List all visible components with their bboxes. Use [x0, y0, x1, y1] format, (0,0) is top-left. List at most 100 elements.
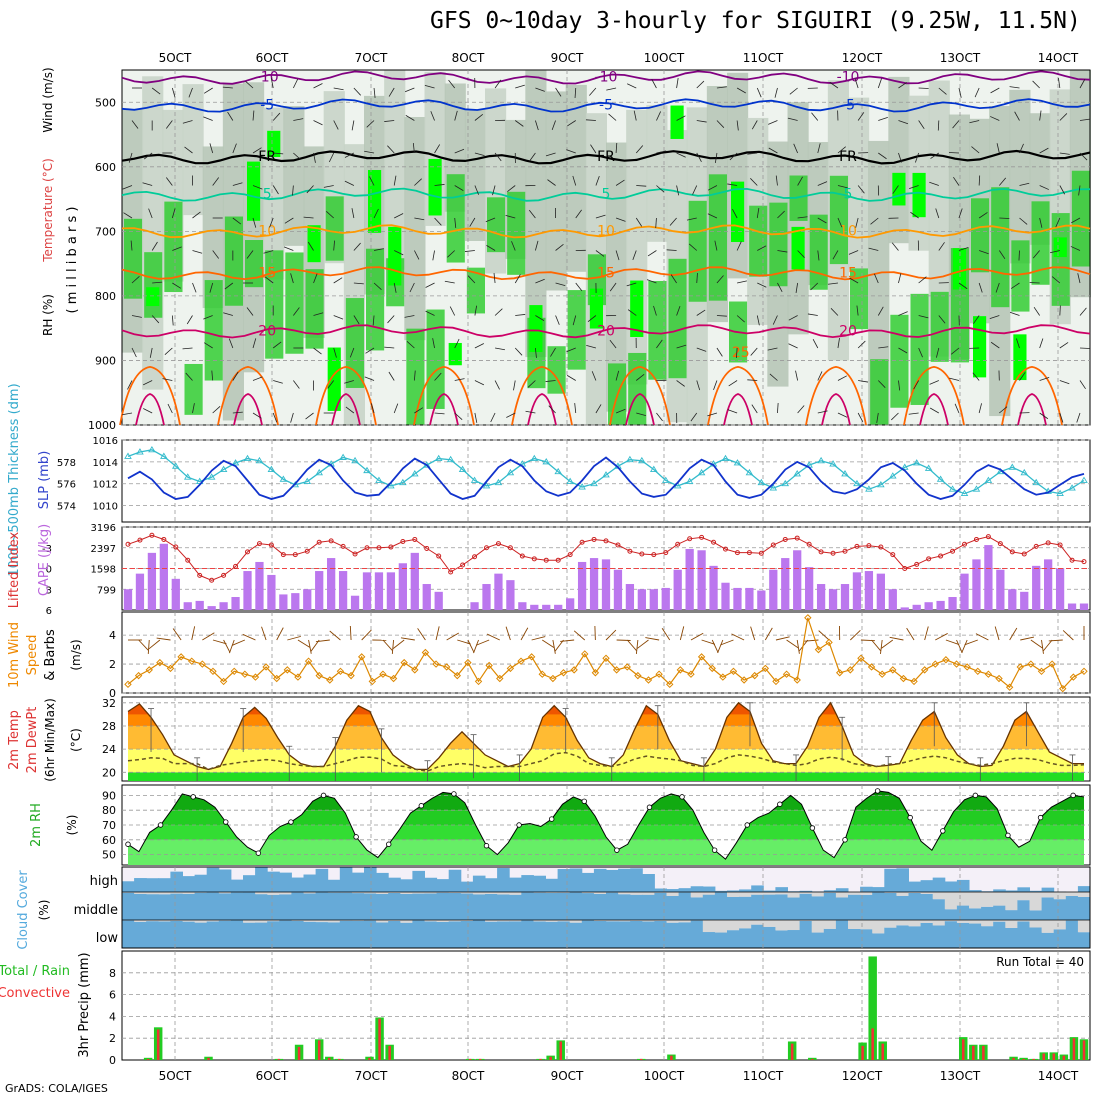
wind10-point [1037, 667, 1046, 676]
cloud-gap-low [194, 920, 208, 923]
upper-wind-barb [1019, 182, 1030, 186]
upper-wind-barb [514, 347, 523, 356]
wind10-point [1059, 684, 1067, 693]
lifted-index-point [938, 553, 944, 559]
cloud-cell-high [255, 867, 268, 892]
wind10-point [676, 666, 685, 674]
wind10-point [241, 670, 249, 678]
wind10-barb [626, 639, 637, 651]
lifted-index-point [854, 543, 860, 549]
cloud-gap-low [327, 920, 341, 923]
rh-shade-gray-44 [1009, 89, 1031, 264]
upper-wind-barb [384, 346, 395, 349]
lifted-index-point [472, 554, 478, 560]
cloud-gap-low [158, 920, 171, 922]
wind10-point [432, 660, 440, 668]
cape-ytick-3196: 3196 [91, 523, 116, 534]
wind10-barb [486, 633, 500, 641]
thickness-point [482, 482, 491, 489]
wind10-point [379, 670, 387, 678]
wind10-barb [147, 639, 150, 654]
upper-wind-barb [837, 412, 848, 418]
wind10-barb [231, 639, 246, 646]
wind10-barb [1020, 636, 1035, 641]
upper-wind-barb [246, 250, 254, 259]
wind10-barb [956, 639, 963, 653]
upper-wind-barb [333, 347, 337, 358]
upper-wind-barb [413, 370, 416, 381]
upper-wind-barb [370, 403, 375, 414]
thickness-point [530, 454, 539, 462]
cloud-cell-low [472, 920, 486, 948]
cloud-cell-middle [666, 895, 680, 920]
temp2m-ylabel-4: (°C) [69, 728, 83, 752]
upper-wind-barb [494, 347, 505, 351]
cloud-cell-high [460, 881, 474, 892]
upper-wind-barb [166, 120, 173, 129]
upper-wind-barb [464, 250, 475, 252]
upper-wind-barb [1079, 118, 1090, 121]
wind10-point [623, 663, 631, 671]
cloud-gap-low [642, 920, 655, 922]
upper-wind-barb [535, 87, 545, 92]
wind10-point [740, 676, 748, 684]
wind10-barb [1041, 639, 1044, 654]
upper-wind-barb [574, 87, 577, 99]
rh-shade-gray-8 [283, 106, 305, 246]
temp2m-line [127, 701, 1084, 771]
cape-bar [470, 602, 479, 610]
upper-wind-barb [929, 380, 939, 385]
upper-wind-barb [313, 120, 323, 126]
upper-wind-barb [290, 273, 294, 284]
upper-wind-barb [915, 152, 920, 163]
cape-bar [327, 558, 336, 610]
lifted-index-point [1033, 543, 1039, 549]
upper-wind-barb [333, 120, 339, 130]
wind10-frame [121, 611, 1091, 694]
isotherm--10 [121, 70, 1091, 85]
upper-wind-barb [713, 380, 718, 391]
cloud-cell-low [182, 921, 196, 948]
upper-wind-barb [878, 346, 889, 349]
thickness-point [1032, 478, 1040, 486]
upper-wind-barb [372, 315, 375, 326]
isotherm-label-FR-0: FR [258, 149, 276, 165]
cloud-cell-low [835, 920, 849, 948]
cloud-gap-low [920, 920, 934, 923]
wind10-point [209, 667, 217, 676]
bottom-xtick-10OCT: 10OCT [644, 1069, 685, 1083]
cloud-gap-middle [932, 892, 946, 900]
rh2m-point [451, 791, 457, 797]
precip-ytick-0: 0 [109, 1054, 116, 1067]
cloud-cell-low [823, 928, 837, 948]
upper-wind-barb [227, 111, 234, 121]
upper-wind-barb [898, 273, 902, 284]
upper-wind-barb [1077, 273, 1081, 284]
cloud-gap-low [134, 920, 147, 922]
upper-wind-barb [807, 313, 818, 316]
cape-bar [577, 561, 587, 610]
upper-wind-barb [595, 250, 605, 257]
cape-bar [769, 569, 778, 610]
upper-air-ytick-700: 700 [95, 225, 116, 238]
upper-wind-barb [506, 412, 516, 418]
upper-wind-barb [273, 380, 283, 384]
upper-wind-barb [1079, 380, 1086, 390]
upper-wind-barb [728, 380, 738, 387]
upper-wind-barb [787, 117, 798, 121]
wind10-barb [679, 626, 685, 641]
upper-wind-barb [651, 78, 657, 89]
cape-bar [996, 569, 1005, 610]
cloud-cell-middle [424, 893, 438, 920]
cloud-cell-low [460, 920, 474, 948]
bottom-xtick-5OCT: 5OCT [159, 1069, 192, 1083]
upper-wind-barb [857, 412, 864, 423]
upper-wind-barb [856, 305, 859, 316]
upper-wind-barb [707, 412, 718, 417]
upper-wind-barb [1059, 185, 1066, 195]
upper-wind-barb [575, 282, 583, 292]
lifted-index-point [782, 536, 788, 542]
isotherm-label-20-2: 20 [839, 323, 857, 339]
temp2m-ylabel-2: 2m DewPt [25, 707, 40, 774]
